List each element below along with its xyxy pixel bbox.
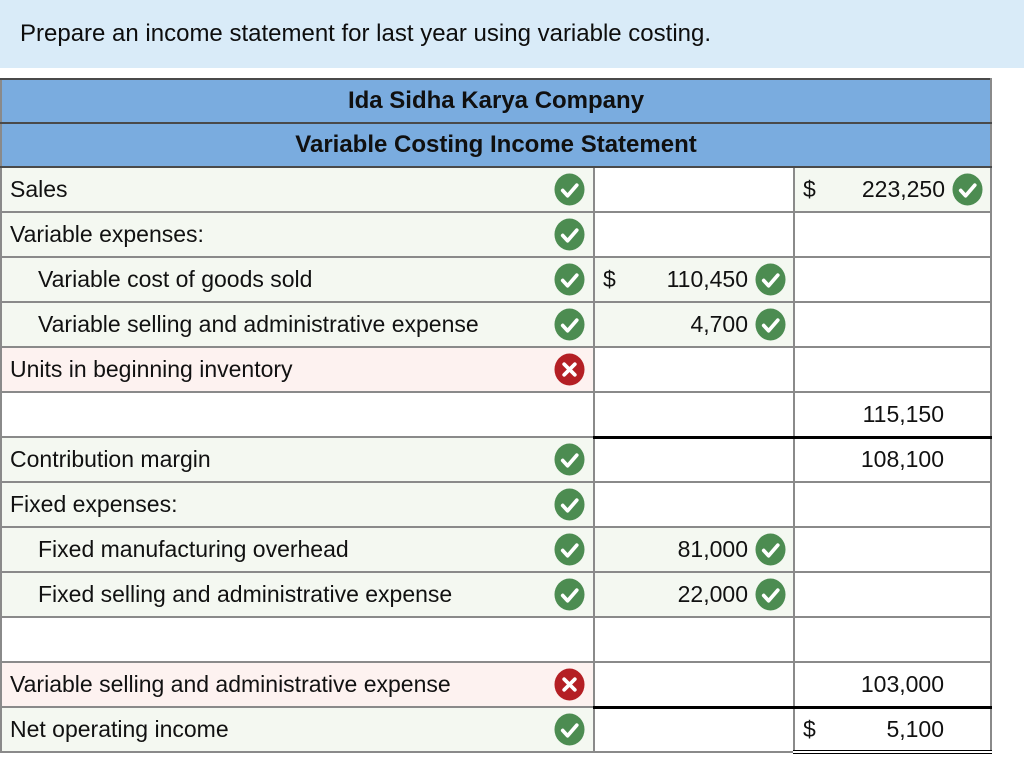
amount-value: 22,000 [677,581,748,607]
table-row [0,616,993,663]
check-icon [952,173,983,206]
currency-symbol: $ [803,715,816,742]
amount-cell: 103,000 [792,661,993,709]
table-row: Contribution margin 108,100 [0,436,993,483]
amount-value: 81,000 [677,536,748,562]
row-label-cell[interactable]: Fixed expenses: [0,481,595,528]
amount-cell[interactable]: 81,000 [593,526,795,573]
amount-cell[interactable]: 4,700 [593,301,795,348]
row-label-cell[interactable]: Contribution margin [0,436,595,483]
amount-cell [792,481,993,528]
check-icon [755,263,786,296]
row-label-cell[interactable]: Variable cost of goods sold [0,256,595,303]
amount-value: 4,700 [690,311,748,337]
row-label-cell[interactable]: Variable selling and administrative expe… [0,301,595,348]
error-icon [554,353,585,386]
row-label-cell[interactable]: Net operating income [0,706,595,753]
amount-cell [792,526,993,573]
row-label: Fixed expenses: [10,491,178,517]
check-icon [755,308,786,341]
amount-cell: 108,100 [792,436,993,483]
amount-cell [792,301,993,348]
table-row: Fixed manufacturing overhead 81,000 [0,526,993,573]
table-subtitle: Variable Costing Income Statement [0,122,993,168]
row-label: Variable selling and administrative expe… [38,311,479,337]
check-icon [554,173,585,206]
row-label: Sales [10,176,68,202]
amount-cell [593,166,795,213]
amount-cell [593,436,795,483]
table-row: Units in beginning inventory [0,346,993,393]
check-icon [755,533,786,566]
amount-cell [792,346,993,393]
check-icon [554,488,585,521]
amount-cell: $ 5,100 [792,706,993,754]
table-title-row: Ida Sidha Karya Company [0,78,993,124]
amount-cell [792,571,993,618]
check-icon [554,443,585,476]
row-label-cell[interactable]: Fixed selling and administrative expense [0,571,595,618]
amount-cell [593,616,795,663]
table-row: Fixed selling and administrative expense… [0,571,993,618]
amount-cell[interactable]: 22,000 [593,571,795,618]
amount-cell [593,391,795,439]
check-icon [554,263,585,296]
row-label: Fixed selling and administrative expense [38,581,453,607]
table-row: Variable expenses: [0,211,993,258]
row-label: Variable selling and administrative expe… [10,671,451,697]
currency-symbol: $ [803,176,816,202]
amount-value: 223,250 [861,176,946,202]
table-row: 115,150 [0,391,993,439]
task-prompt: Prepare an income statement for last yea… [0,0,1024,68]
row-label: Variable expenses: [10,221,204,247]
amount-cell [792,616,993,663]
row-label: Contribution margin [10,446,211,472]
income-statement-table: Ida Sidha Karya Company Variable Costing… [0,78,993,754]
row-label-cell[interactable]: Variable expenses: [0,211,595,258]
row-label-cell [0,391,595,438]
check-icon [755,578,786,611]
row-label-cell [0,616,595,663]
amount-cell[interactable]: $ 223,250 [792,166,993,213]
table-row: Fixed expenses: [0,481,993,528]
table-title: Ida Sidha Karya Company [0,78,993,124]
row-label-cell[interactable]: Units in beginning inventory [0,346,595,393]
table-subtitle-row: Variable Costing Income Statement [0,122,993,168]
table-row: Sales $ 223,250 [0,166,993,213]
row-label: Units in beginning inventory [10,356,293,382]
amount-cell: 115,150 [792,391,993,439]
check-icon [554,713,585,746]
amount-value: 110,450 [666,266,748,292]
amount-cell [593,211,795,258]
amount-cell [593,346,795,393]
check-icon [554,533,585,566]
table-row: Net operating income $ 5,100 [0,706,993,754]
table-row: Variable selling and administrative expe… [0,301,993,348]
amount-cell [593,661,795,709]
amount-cell[interactable]: $ 110,450 [593,256,795,303]
amount-cell [792,211,993,258]
amount-cell [593,481,795,528]
task-prompt-text: Prepare an income statement for last yea… [20,20,712,47]
row-label-cell[interactable]: Fixed manufacturing overhead [0,526,595,573]
check-icon [554,578,585,611]
amount-value: 5,100 [886,715,945,742]
row-label: Variable cost of goods sold [38,266,313,292]
table-row: Variable cost of goods sold $ 110,450 [0,256,993,303]
row-label: Net operating income [10,716,229,742]
row-label: Fixed manufacturing overhead [38,536,349,562]
error-icon [554,668,585,701]
currency-symbol: $ [603,266,616,292]
table-row: Variable selling and administrative expe… [0,661,993,709]
amount-value: 103,000 [860,670,945,697]
amount-cell [593,706,795,753]
check-icon [554,308,585,341]
amount-value: 115,150 [862,400,945,427]
check-icon [554,218,585,251]
row-label-cell[interactable]: Variable selling and administrative expe… [0,661,595,708]
amount-value: 108,100 [860,446,945,473]
row-label-cell[interactable]: Sales [0,166,595,213]
amount-cell [792,256,993,303]
